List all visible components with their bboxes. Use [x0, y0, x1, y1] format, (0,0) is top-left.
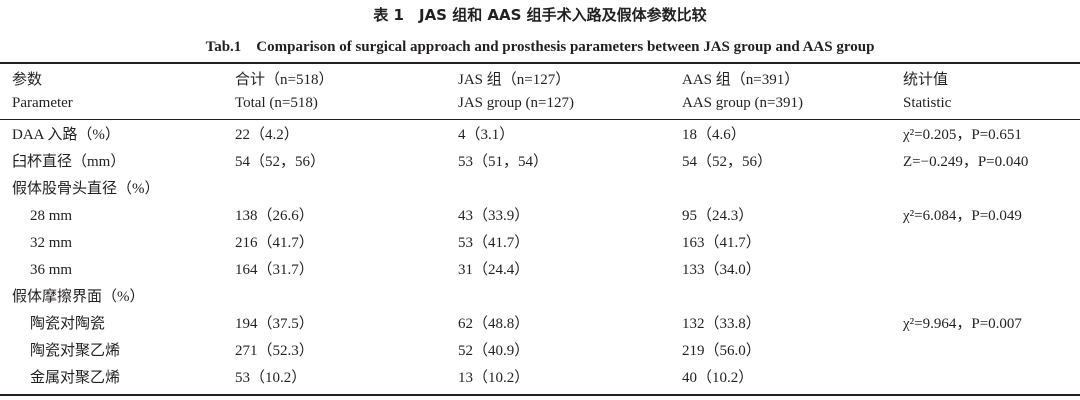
caption-en: Tab.1 Comparison of surgical approach an… [205, 39, 875, 55]
row-label: DAA 入路（%） [12, 127, 120, 143]
cell-value: χ²=0.205，P=0.651 [903, 127, 1022, 143]
header-cell: Total (n=518) [235, 95, 318, 111]
cell-value: 13（10.2） [458, 370, 530, 386]
cell-value: 18（4.6） [682, 127, 746, 143]
header-cell: AAS 组（n=391） [682, 72, 800, 88]
row-label: 金属对聚乙烯 [30, 370, 121, 386]
cell-value: 52（40.9） [458, 343, 530, 359]
cell-value: 53（41.7） [458, 235, 530, 251]
cell-value: 271（52.3） [235, 343, 314, 359]
row-label: 28 mm [30, 208, 73, 224]
header-cell: JAS group (n=127) [458, 95, 574, 111]
cell-value: 31（24.4） [458, 262, 530, 278]
row-label: 陶瓷对陶瓷 [30, 316, 106, 332]
cell-value: 164（31.7） [235, 262, 314, 278]
cell-value: 132（33.8） [682, 316, 761, 332]
header-cell: JAS 组（n=127） [458, 72, 571, 88]
cell-value: 219（56.0） [682, 343, 761, 359]
cell-value: χ²=6.084，P=0.049 [903, 208, 1022, 224]
cell-value: 133（34.0） [682, 262, 761, 278]
cell-value: 95（24.3） [682, 208, 754, 224]
bottom-rule [0, 394, 1080, 396]
cell-value: 53（10.2） [235, 370, 307, 386]
cell-value: 62（48.8） [458, 316, 530, 332]
header-cell: AAS group (n=391) [682, 95, 803, 111]
cell-value: 54（52，56） [235, 154, 326, 170]
row-label: 陶瓷对聚乙烯 [30, 343, 121, 359]
row-label: 32 mm [30, 235, 73, 251]
cell-value: 163（41.7） [682, 235, 761, 251]
cell-value: 22（4.2） [235, 127, 299, 143]
top-rule [0, 62, 1080, 64]
cell-value: 53（51，54） [458, 154, 549, 170]
cell-value: 194（37.5） [235, 316, 314, 332]
header-cell: 参数 [12, 72, 43, 88]
cell-value: 216（41.7） [235, 235, 314, 251]
cell-value: 4（3.1） [458, 127, 515, 143]
header-cell: 合计（n=518） [235, 72, 334, 88]
cell-value: Z=−0.249，P=0.040 [903, 154, 1029, 170]
header-cell: Statistic [903, 95, 952, 111]
row-label: 36 mm [30, 262, 73, 278]
row-label: 臼杯直径（mm） [12, 154, 126, 170]
header-cell: 统计值 [903, 72, 949, 88]
caption-zh: 表 1 JAS 组和 AAS 组手术入路及假体参数比较 [373, 6, 707, 24]
cell-value: 138（26.6） [235, 208, 314, 224]
cell-value: 54（52，56） [682, 154, 773, 170]
cell-value: 43（33.9） [458, 208, 530, 224]
row-label: 假体摩擦界面（%） [12, 289, 145, 305]
cell-value: χ²=9.964，P=0.007 [903, 316, 1022, 332]
row-label: 假体股骨头直径（%） [12, 181, 160, 197]
header-rule [0, 119, 1080, 120]
header-cell: Parameter [12, 95, 73, 111]
cell-value: 40（10.2） [682, 370, 754, 386]
